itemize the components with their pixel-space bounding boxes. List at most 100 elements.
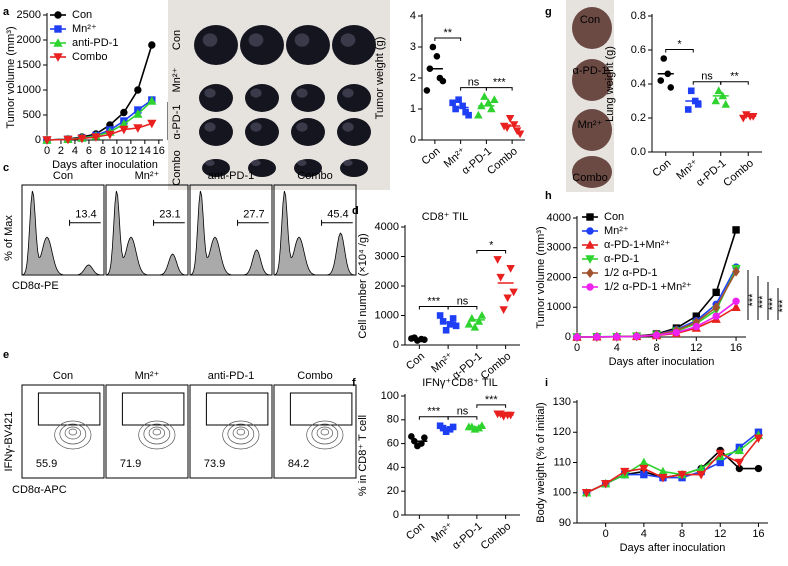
contour xyxy=(232,426,249,440)
x-tick-label: 12 xyxy=(125,145,137,157)
significance-label: ** xyxy=(443,27,452,39)
marker xyxy=(503,294,512,303)
x-tick-label: α-PD-1 xyxy=(694,157,729,189)
tumor xyxy=(199,84,233,112)
x-axis-label: Days after inoculation xyxy=(609,356,715,368)
lung xyxy=(572,109,612,151)
photo-label: Combo xyxy=(171,150,183,185)
contour xyxy=(311,423,339,445)
gate xyxy=(121,392,185,426)
marker xyxy=(712,288,720,297)
significance-label: *** xyxy=(427,295,441,307)
gate-value: 71.9 xyxy=(120,458,141,470)
marker xyxy=(712,302,721,313)
marker xyxy=(672,328,681,337)
y-tick-label: 60 xyxy=(387,438,399,450)
y-tick-label: 130 xyxy=(553,396,571,408)
marker xyxy=(449,99,456,107)
x-tick-label: 0 xyxy=(44,145,50,157)
marker xyxy=(714,86,723,95)
tumor xyxy=(337,84,371,112)
y-tick-label: 3000 xyxy=(375,250,399,262)
photo-label: Mn²⁺ xyxy=(171,67,183,92)
lung xyxy=(572,7,612,49)
panel-frame xyxy=(189,384,273,479)
tumor-highlight xyxy=(294,33,310,47)
marker xyxy=(147,119,157,129)
x-axis-label: CD8α-PE xyxy=(12,280,59,292)
y-axis-label: Tumor volume (mm³) xyxy=(535,226,547,328)
marker xyxy=(754,464,763,473)
y-tick-label: 500 xyxy=(23,109,41,121)
panel-frame xyxy=(21,384,105,479)
x-tick-label: 4 xyxy=(72,145,78,157)
panel-letter: f xyxy=(352,377,356,389)
marker xyxy=(449,423,457,431)
panel-letter: c xyxy=(3,162,9,174)
significance-label: *** xyxy=(767,297,779,311)
marker xyxy=(487,104,496,113)
x-tick-label: α-PD-1 xyxy=(450,520,485,552)
marker xyxy=(715,449,725,459)
y-tick-label: 2000 xyxy=(375,280,399,292)
marker xyxy=(696,470,706,480)
significance-label: *** xyxy=(777,299,788,313)
marker xyxy=(732,226,740,234)
y-tick-label: 3000 xyxy=(547,242,571,254)
y-tick-label: 0.4 xyxy=(631,78,646,90)
x-tick-label: 12 xyxy=(714,528,726,540)
x-tick-label: Combo xyxy=(479,520,514,552)
contour xyxy=(54,420,92,450)
marker xyxy=(731,302,741,311)
marker xyxy=(652,331,661,339)
marker xyxy=(721,99,730,108)
significance-bracket xyxy=(476,404,507,408)
marker xyxy=(449,315,457,322)
tumor xyxy=(240,25,284,65)
marker xyxy=(42,136,52,145)
x-tick-label: 12 xyxy=(690,342,702,354)
significance-bracket xyxy=(485,87,513,91)
lung xyxy=(572,156,612,188)
contour xyxy=(152,428,162,436)
marker xyxy=(586,267,594,279)
y-axis-label: IFNγ-BV421 xyxy=(3,412,15,472)
y-tick-label: 20 xyxy=(387,485,399,497)
legend-label: anti-PD-1 xyxy=(72,37,118,49)
marker xyxy=(581,489,592,498)
photo-label: α-PD-1 xyxy=(171,104,183,139)
significance-label: * xyxy=(677,38,682,50)
marker xyxy=(464,319,474,328)
x-tick-label: Combo xyxy=(721,157,756,189)
contour xyxy=(64,426,81,440)
y-tick-label: 1 xyxy=(410,103,416,115)
legend-label: Con xyxy=(604,211,624,223)
marker xyxy=(133,124,143,133)
marker xyxy=(658,473,668,483)
panel-letter: h xyxy=(545,190,552,202)
y-tick-label: 100 xyxy=(553,487,571,499)
panel-label: Mn²⁺ xyxy=(135,170,160,182)
panel-frame xyxy=(273,384,357,479)
tumor-highlight xyxy=(202,33,218,47)
y-tick-label: 0 xyxy=(35,134,41,146)
histogram xyxy=(106,190,188,276)
marker xyxy=(493,410,502,419)
series-line xyxy=(586,449,759,494)
contour xyxy=(68,428,78,436)
y-tick-label: 1000 xyxy=(547,301,571,313)
significance-bracket xyxy=(434,37,462,41)
marker xyxy=(585,240,595,249)
histogram xyxy=(274,190,356,276)
x-tick-label: 16 xyxy=(153,145,165,157)
y-tick-label: 0.6 xyxy=(631,44,646,56)
y-tick-label: 80 xyxy=(387,414,399,426)
marker xyxy=(119,125,129,135)
contour xyxy=(306,420,344,450)
gate-value: 84.2 xyxy=(288,458,309,470)
x-tick-label: 4 xyxy=(641,528,647,540)
marker xyxy=(439,77,447,85)
marker xyxy=(573,333,581,341)
x-tick-label: 16 xyxy=(730,342,742,354)
